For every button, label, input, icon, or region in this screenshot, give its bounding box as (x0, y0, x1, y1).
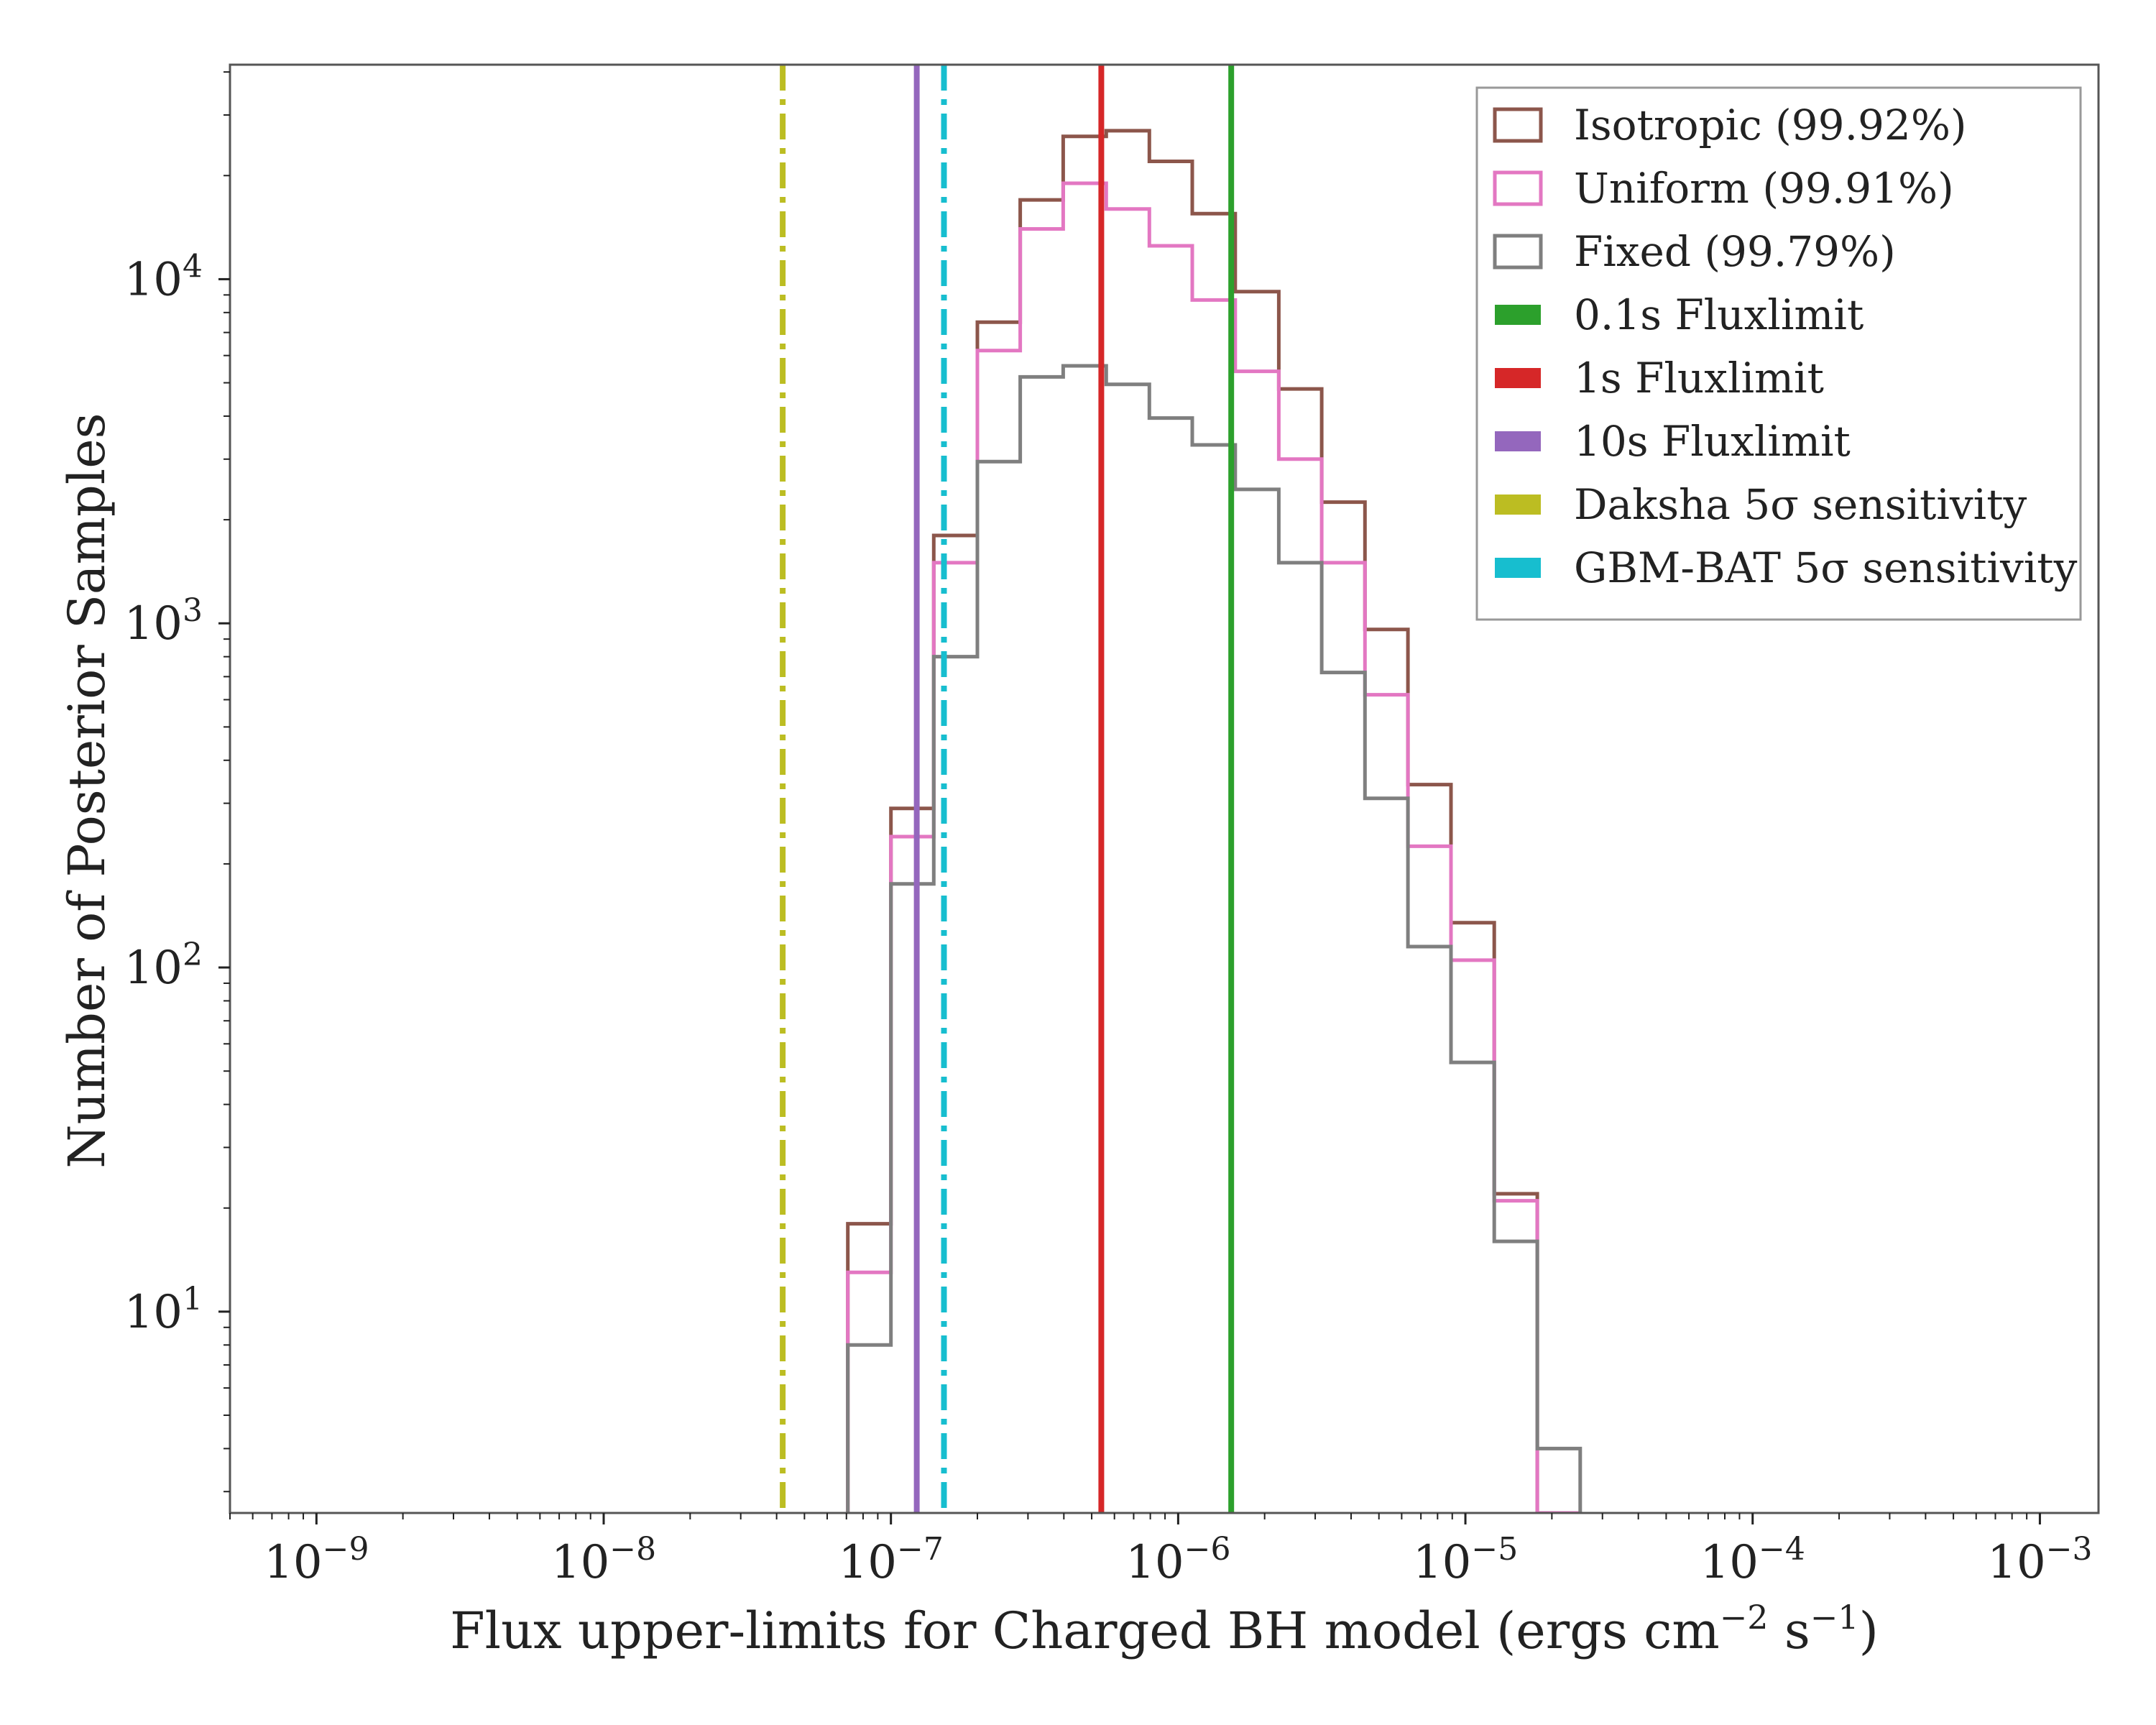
legend-swatch (1495, 368, 1541, 388)
legend-label: Uniform (99.91%) (1574, 164, 1954, 213)
legend-box (1475, 86, 2082, 621)
y-tick-exp: 1 (183, 1280, 203, 1317)
y-tick-exp: 3 (183, 592, 203, 629)
y-tick-label: 101 (124, 1280, 203, 1339)
x-tick-exp: −6 (1184, 1531, 1231, 1568)
y-tick-base: 10 (124, 597, 183, 650)
x-tick-exp: −7 (897, 1531, 944, 1568)
legend-label: Daksha 5σ sensitivity (1574, 480, 2027, 529)
y-tick-exp: 4 (183, 248, 203, 285)
x-tick-exp: −3 (2046, 1531, 2093, 1568)
x-tick-base: 10 (551, 1536, 609, 1589)
x-tick-label: 10−4 (1700, 1531, 1805, 1590)
x-axis-title-exp2: −1 (1810, 1598, 1859, 1637)
x-axis-title: Flux upper-limits for Charged BH model (… (450, 1598, 1879, 1660)
axes-frame (229, 63, 2100, 1514)
x-tick-exp: −9 (323, 1531, 369, 1568)
legend-swatch (1495, 494, 1541, 515)
legend-label: 1s Fluxlimit (1574, 354, 1824, 402)
histogram-series-uniform (846, 181, 1580, 1513)
x-tick-exp: −5 (1471, 1531, 1518, 1568)
x-tick-label: 10−9 (264, 1531, 369, 1590)
x-tick-base: 10 (1413, 1536, 1471, 1589)
x-axis-title-end: ) (1859, 1601, 1879, 1660)
y-tick-base: 10 (124, 253, 183, 306)
legend-label: 0.1s Fluxlimit (1574, 290, 1864, 339)
x-tick-base: 10 (1700, 1536, 1759, 1589)
legend-label: Fixed (99.79%) (1574, 227, 1896, 276)
y-tick-label: 102 (124, 937, 203, 995)
x-tick-base: 10 (839, 1536, 897, 1589)
y-axis-title: Number of Posterior Samples (57, 413, 116, 1168)
x-tick-label: 10−5 (1413, 1531, 1518, 1590)
x-axis-title-exp1: −2 (1720, 1598, 1769, 1637)
legend-label: Isotropic (99.92%) (1574, 101, 1967, 150)
y-tick-base: 10 (124, 942, 183, 995)
plot-area (780, 65, 1583, 1513)
x-tick-label: 10−6 (1125, 1531, 1230, 1590)
x-tick-label: 10−8 (551, 1531, 656, 1590)
histogram-series-fixed (846, 364, 1583, 1513)
x-axis-title-mid: s (1769, 1601, 1810, 1660)
x-tick-label: 10−7 (839, 1531, 944, 1590)
legend-label: 10s Fluxlimit (1574, 417, 1851, 466)
x-tick-exp: −8 (609, 1531, 656, 1568)
legend-swatch (1493, 107, 1543, 143)
legend-swatch (1493, 170, 1543, 206)
y-tick-label: 104 (124, 248, 203, 307)
legend-swatch (1495, 305, 1541, 325)
x-tick-exp: −4 (1759, 1531, 1805, 1568)
legend-swatch (1493, 234, 1543, 270)
y-tick-label: 103 (124, 592, 203, 651)
legend-swatch (1495, 558, 1541, 578)
x-axis-title-main: Flux upper-limits for Charged BH model (… (450, 1601, 1720, 1660)
x-tick-base: 10 (1987, 1536, 2045, 1589)
legend: Isotropic (99.92%) Uniform (99.91%) Fixed … (1475, 86, 2082, 621)
legend-label: GBM-BAT 5σ sensitivity (1574, 543, 2078, 592)
y-tick-base: 10 (124, 1286, 183, 1339)
y-tick-exp: 2 (183, 937, 203, 973)
x-tick-base: 10 (1125, 1536, 1184, 1589)
legend-swatch (1495, 431, 1541, 451)
x-tick-base: 10 (264, 1536, 322, 1589)
x-tick-label: 10−3 (1987, 1531, 2092, 1590)
histogram-series-isotropic (846, 129, 1580, 1513)
